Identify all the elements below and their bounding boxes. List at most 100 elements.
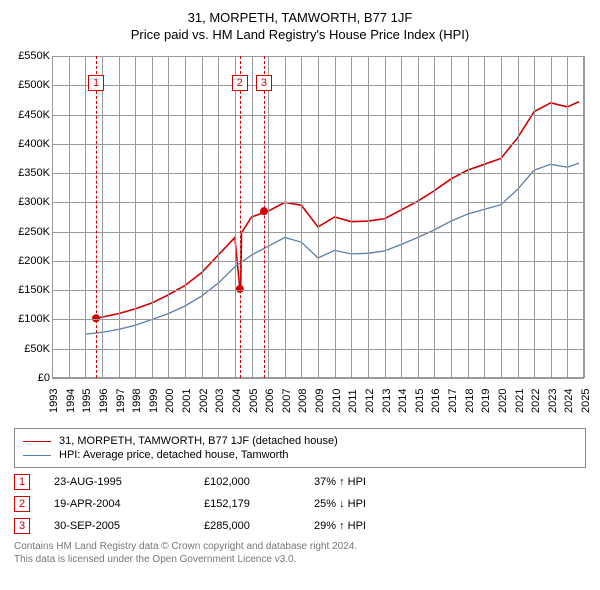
sales-row: 123-AUG-1995£102,00037% ↑ HPI xyxy=(14,474,586,490)
sale-date: 23-AUG-1995 xyxy=(54,476,204,488)
gridline-vertical xyxy=(168,56,169,378)
gridline-vertical xyxy=(301,56,302,378)
gridline-vertical xyxy=(368,56,369,378)
x-axis-label: 2018 xyxy=(464,389,471,413)
sale-marker-line xyxy=(96,56,97,378)
gridline-vertical xyxy=(218,56,219,378)
x-axis-label: 2001 xyxy=(181,389,188,413)
y-axis-label: £400K xyxy=(10,138,50,150)
gridline-vertical xyxy=(119,56,120,378)
sales-row: 330-SEP-2005£285,00029% ↑ HPI xyxy=(14,518,586,534)
sale-date: 19-APR-2004 xyxy=(54,498,204,510)
x-axis-label: 2006 xyxy=(264,389,271,413)
x-axis-label: 2008 xyxy=(297,389,304,413)
gridline-vertical xyxy=(567,56,568,378)
x-axis-label: 1997 xyxy=(115,389,122,413)
x-axis-label: 2010 xyxy=(331,389,338,413)
x-axis-label: 1998 xyxy=(131,389,138,413)
gridline-vertical xyxy=(85,56,86,378)
x-axis-label: 2024 xyxy=(563,389,570,413)
y-axis-label: £150K xyxy=(10,284,50,296)
gridline-vertical xyxy=(451,56,452,378)
x-axis-label: 2005 xyxy=(248,389,255,413)
gridline-vertical xyxy=(351,56,352,378)
gridline-vertical xyxy=(102,56,103,378)
sale-price: £152,179 xyxy=(204,498,314,510)
gridline-vertical xyxy=(501,56,502,378)
y-axis-label: £500K xyxy=(10,79,50,91)
x-axis-label: 2012 xyxy=(364,389,371,413)
x-axis-label: 1994 xyxy=(65,389,72,413)
sale-number-box: 2 xyxy=(14,496,30,512)
legend-box: 31, MORPETH, TAMWORTH, B77 1JF (detached… xyxy=(14,428,586,468)
sales-table: 123-AUG-1995£102,00037% ↑ HPI 2 19-APR-200… xyxy=(14,474,586,534)
gridline-vertical xyxy=(385,56,386,378)
footer-line-2: This data is licensed under the Open Gov… xyxy=(14,553,586,566)
footer-line-1: Contains HM Land Registry data © Crown c… xyxy=(14,540,586,553)
legend-swatch xyxy=(23,455,51,456)
gridline-vertical xyxy=(484,56,485,378)
chart-area: 123 £0£50K£100K£150K£200K£250K£300K£350K… xyxy=(10,50,590,420)
gridline-horizontal xyxy=(52,378,584,379)
gridline-vertical xyxy=(152,56,153,378)
sale-date: 30-SEP-2005 xyxy=(54,520,204,532)
sale-delta: 37% ↑ HPI xyxy=(314,476,434,488)
x-axis-label: 1999 xyxy=(148,389,155,413)
sale-delta: 25% ↓ HPI xyxy=(314,498,434,510)
y-axis-label: £250K xyxy=(10,226,50,238)
sale-price: £102,000 xyxy=(204,476,314,488)
gridline-vertical xyxy=(551,56,552,378)
gridline-vertical xyxy=(401,56,402,378)
y-axis-label: £300K xyxy=(10,196,50,208)
x-axis-label: 2017 xyxy=(447,389,454,413)
x-axis-label: 2007 xyxy=(281,389,288,413)
gridline-vertical xyxy=(418,56,419,378)
x-axis-label: 2009 xyxy=(314,389,321,413)
x-axis-label: 2011 xyxy=(347,389,354,413)
gridline-vertical xyxy=(185,56,186,378)
sale-marker-line xyxy=(264,56,265,378)
chart-title: 31, MORPETH, TAMWORTH, B77 1JF xyxy=(10,10,590,25)
sale-marker-box: 2 xyxy=(232,75,248,91)
footer-attribution: Contains HM Land Registry data © Crown c… xyxy=(14,540,586,566)
x-axis-label: 2020 xyxy=(497,389,504,413)
sale-marker-line xyxy=(240,56,241,378)
gridline-vertical xyxy=(518,56,519,378)
chart-container: 31, MORPETH, TAMWORTH, B77 1JF Price pai… xyxy=(0,0,600,572)
sale-delta: 29% ↑ HPI xyxy=(314,520,434,532)
y-axis-label: £50K xyxy=(10,343,50,355)
x-axis-label: 2003 xyxy=(214,389,221,413)
gridline-vertical xyxy=(318,56,319,378)
x-axis-label: 2021 xyxy=(514,389,521,413)
series-line xyxy=(85,163,579,334)
y-axis-label: £0 xyxy=(10,372,50,384)
x-axis-label: 2016 xyxy=(430,389,437,413)
y-axis-label: £100K xyxy=(10,313,50,325)
legend-item: HPI: Average price, detached house, Tamw… xyxy=(23,449,577,461)
legend-label: HPI: Average price, detached house, Tamw… xyxy=(59,449,289,461)
gridline-vertical xyxy=(52,56,53,378)
x-axis-label: 1995 xyxy=(81,389,88,413)
x-axis-label: 2023 xyxy=(547,389,554,413)
sale-marker-box: 1 xyxy=(88,75,104,91)
gridline-vertical xyxy=(268,56,269,378)
x-axis-label: 2015 xyxy=(414,389,421,413)
y-axis-label: £550K xyxy=(10,50,50,62)
x-axis-label: 2002 xyxy=(198,389,205,413)
x-axis-label: 1996 xyxy=(98,389,105,413)
gridline-vertical xyxy=(335,56,336,378)
gridline-vertical xyxy=(434,56,435,378)
gridline-vertical xyxy=(135,56,136,378)
x-axis-label: 2014 xyxy=(397,389,404,413)
x-axis-label: 2013 xyxy=(381,389,388,413)
gridline-vertical xyxy=(534,56,535,378)
plot-area: 1 23 xyxy=(52,56,584,378)
legend-label: 31, MORPETH, TAMWORTH, B77 1JF (detached… xyxy=(59,435,338,447)
sale-marker-box: 3 xyxy=(256,75,272,91)
x-axis-label: 1993 xyxy=(48,389,55,413)
chart-subtitle: Price paid vs. HM Land Registry's House … xyxy=(10,27,590,42)
gridline-vertical xyxy=(285,56,286,378)
y-axis-label: £200K xyxy=(10,255,50,267)
gridline-vertical xyxy=(202,56,203,378)
gridline-vertical xyxy=(468,56,469,378)
